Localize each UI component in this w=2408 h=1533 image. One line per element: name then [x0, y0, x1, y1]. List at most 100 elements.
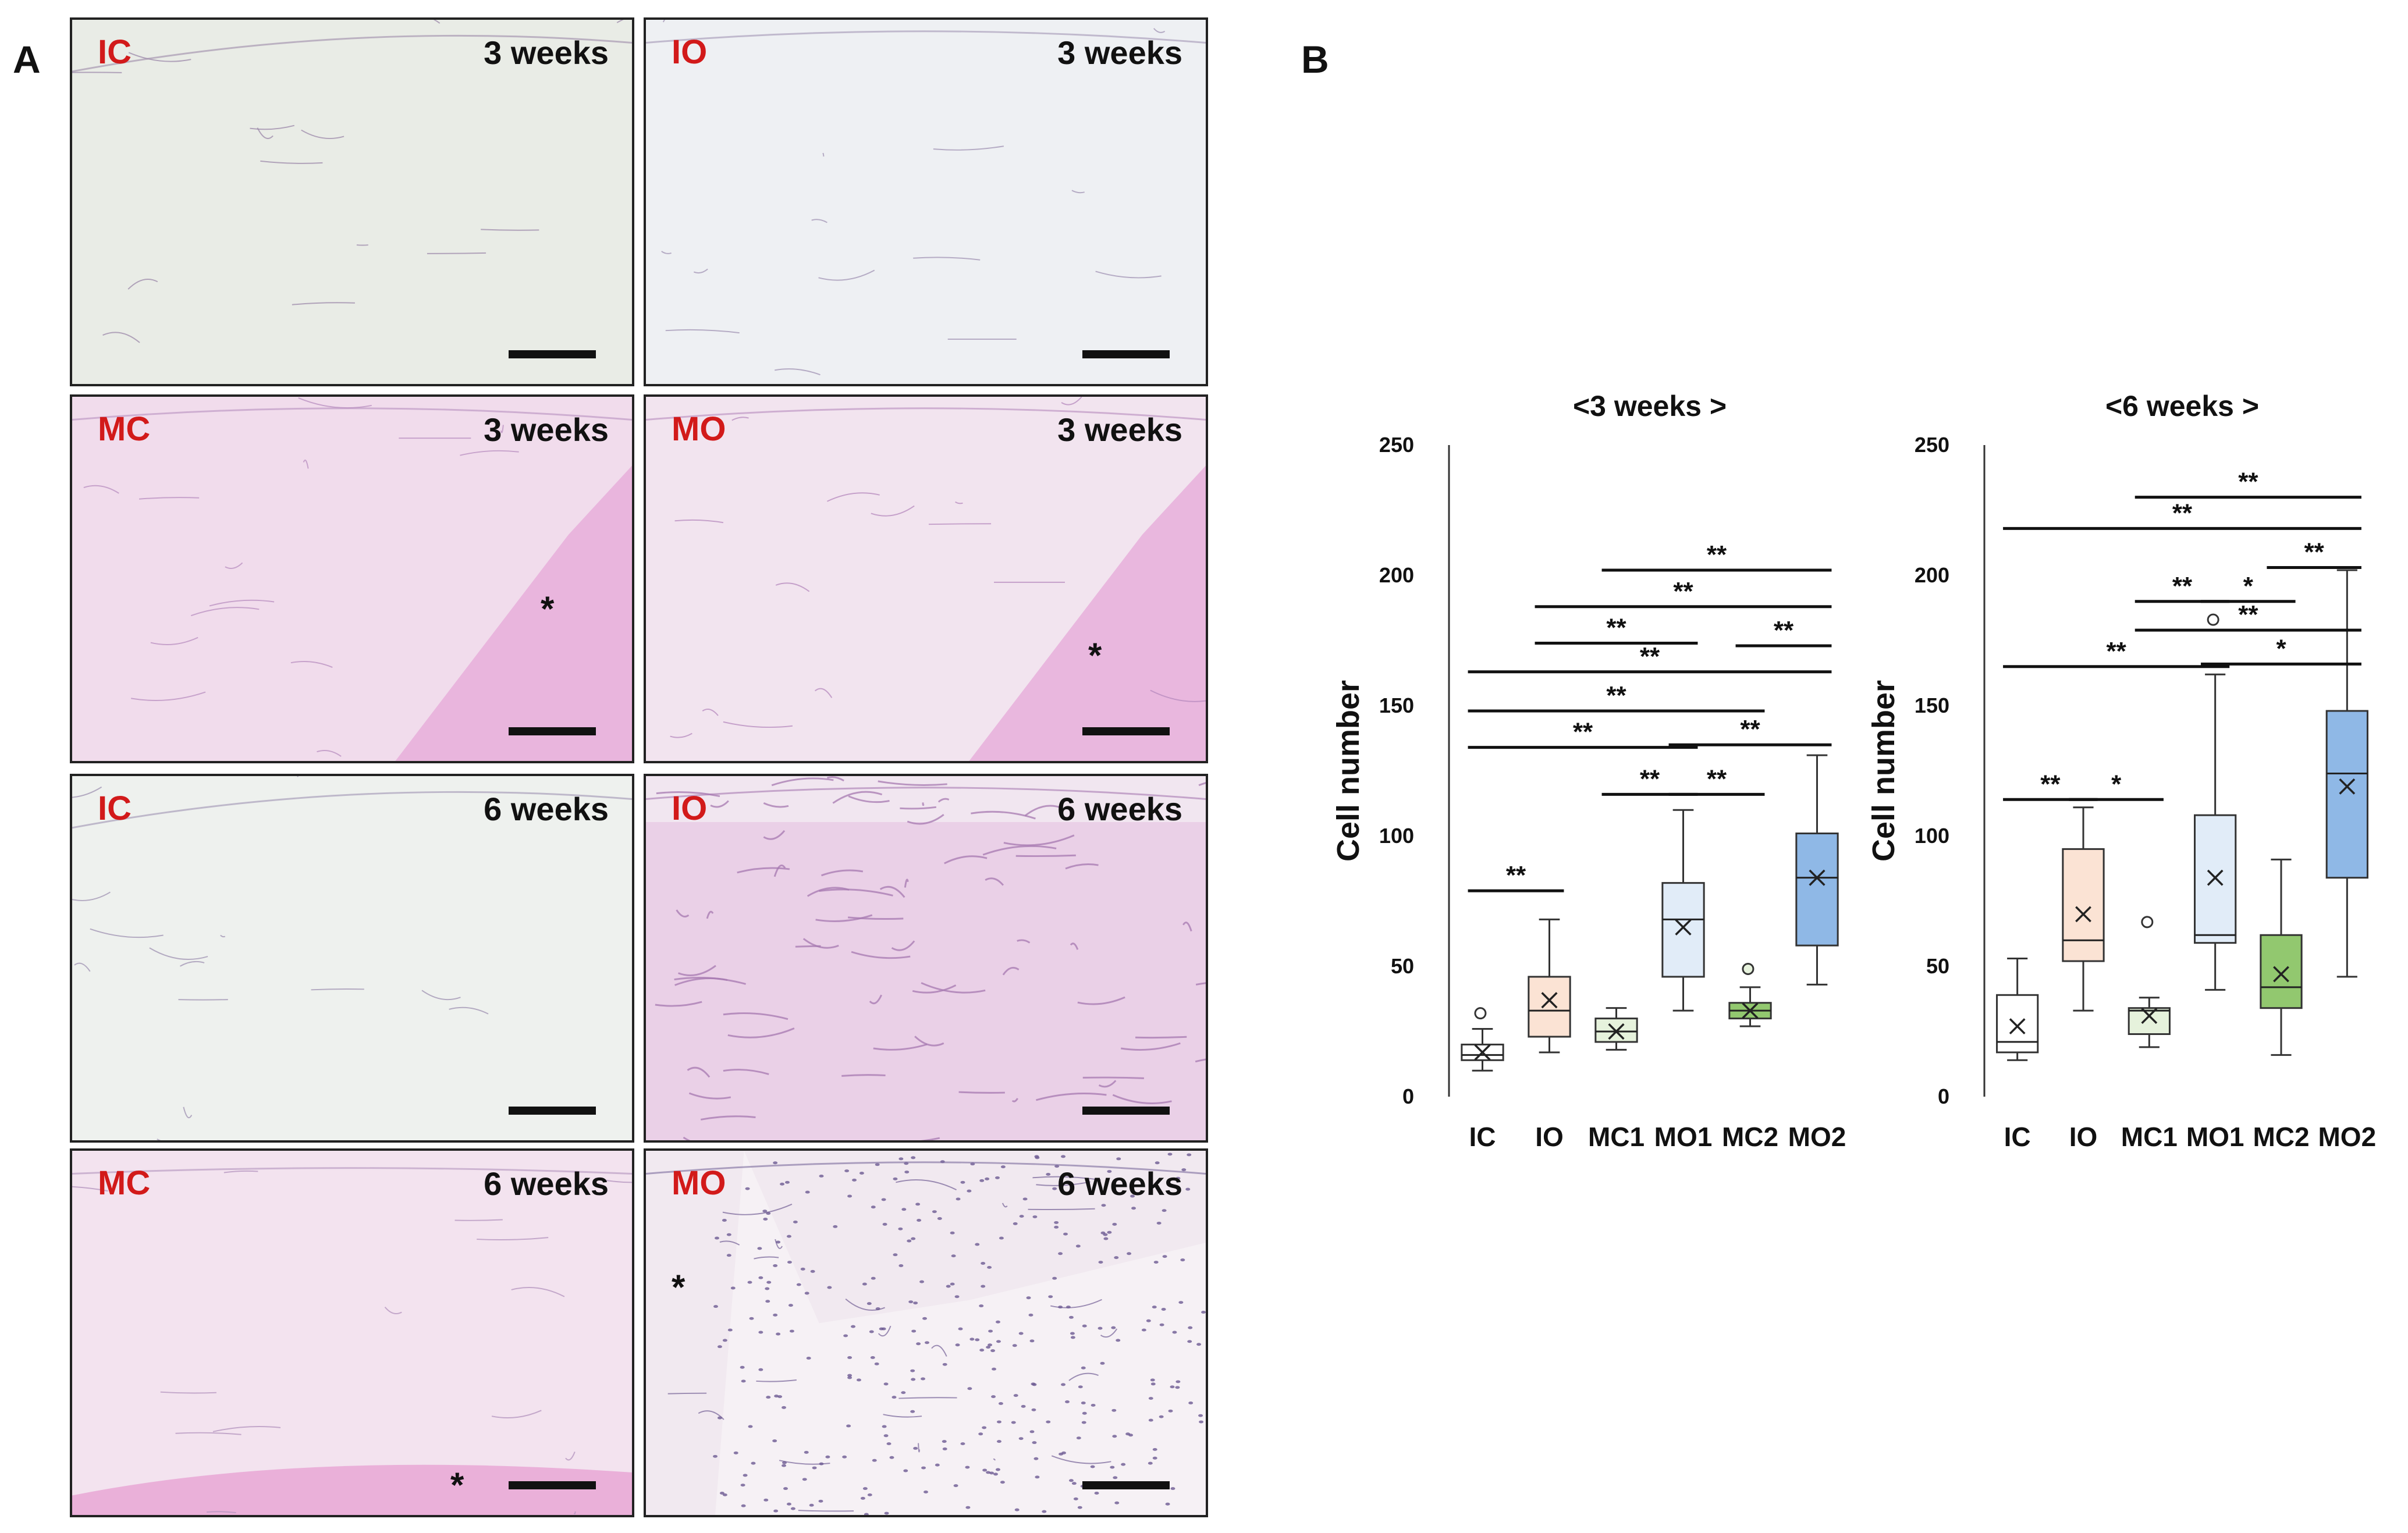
x-tick-label: MO2 — [2318, 1122, 2376, 1152]
tissue-texture — [72, 397, 632, 761]
micrograph-mo-6-weeks: MO 6 weeks * — [644, 1148, 1208, 1517]
box-io — [2062, 806, 2105, 1012]
box-plot-figure: <3 weeks > Cell number 0 50 100 150 200 250 IC IO… — [1331, 390, 2376, 1152]
significance-label: ** — [2040, 770, 2061, 798]
y-tick-label: 50 — [1391, 954, 1414, 978]
box-mo1 — [1661, 809, 1705, 1012]
group-label: IC — [98, 789, 132, 827]
box-mc1 — [1594, 1007, 1638, 1051]
significance-label: ** — [1774, 616, 1794, 645]
x-tick-label: MC2 — [1722, 1122, 1778, 1152]
panel-a-letter: A — [13, 38, 41, 81]
box-mc2 — [1728, 962, 1772, 1027]
tissue-texture — [72, 1167, 632, 1515]
tissue-texture — [72, 776, 632, 1140]
significance-label: ** — [1740, 715, 1760, 744]
significance-bracket: ** — [2134, 572, 2230, 603]
significance-bracket: ** — [2003, 499, 2361, 530]
x-tick-label: IO — [2069, 1122, 2098, 1152]
box-ic — [1996, 958, 2039, 1061]
significance-label: ** — [1707, 764, 1727, 793]
x-tick-label: IC — [2004, 1122, 2031, 1152]
timepoint-label: 3 weeks — [484, 411, 609, 448]
box-body — [1795, 833, 1839, 947]
x-tick-label: MC1 — [1588, 1122, 1645, 1152]
mean-marker — [1541, 992, 1558, 1009]
x-tick-label: IC — [1469, 1122, 1496, 1152]
mean-marker — [2339, 778, 2356, 795]
box-body — [2062, 848, 2105, 962]
group-label: IO — [672, 789, 708, 827]
box-body — [1996, 994, 2039, 1054]
timepoint-label: 6 weeks — [484, 791, 609, 827]
asterisk-marker: * — [1088, 636, 1102, 675]
x-tick-label: MO2 — [1788, 1122, 1846, 1152]
y-tick-label: 200 — [1915, 563, 1949, 587]
asterisk-marker: * — [541, 589, 555, 628]
significance-bracket: ** — [1601, 540, 1832, 572]
y-axis-label: Cell number — [1866, 680, 1901, 862]
significance-bracket: ** — [1535, 577, 1832, 609]
significance-bracket: ** — [1468, 861, 1564, 892]
group-label: MC — [98, 1164, 151, 1202]
significance-bracket: ** — [1535, 613, 1698, 645]
y-tick-label: 100 — [1379, 824, 1414, 848]
scale-bar — [1082, 727, 1170, 735]
mean-marker — [1809, 869, 1825, 886]
significance-label: ** — [1707, 540, 1727, 569]
significance-label: * — [2243, 572, 2254, 600]
box-body — [2260, 934, 2303, 1009]
scale-bar — [1082, 1107, 1170, 1115]
y-tick-label: 250 — [1915, 433, 1949, 457]
mean-marker — [1608, 1023, 1625, 1040]
box-body — [1528, 976, 1571, 1038]
mean-marker — [2009, 1018, 2026, 1034]
scale-bar — [509, 727, 596, 735]
box-mo2 — [2325, 569, 2368, 978]
outlier-point — [1474, 1007, 1487, 1020]
box-ic — [1461, 1007, 1504, 1072]
significance-label: ** — [1573, 718, 1593, 746]
mean-marker — [1742, 1002, 1759, 1019]
significance-bracket: ** — [1668, 715, 1832, 746]
x-tick-label: MO1 — [1654, 1122, 1713, 1152]
micrograph-io-3-weeks: IO 3 weeks — [644, 17, 1208, 386]
micrograph-mc-3-weeks: MC 3 weeks * — [70, 394, 634, 763]
significance-label: ** — [2172, 572, 2193, 600]
tissue-texture — [646, 397, 1206, 761]
scale-bar — [509, 350, 596, 358]
group-label: MC — [98, 410, 151, 448]
significance-bracket: ** — [1468, 642, 1832, 674]
group-label: MO — [672, 410, 726, 448]
y-tick-label: 150 — [1379, 693, 1414, 717]
significance-bracket: ** — [1468, 681, 1765, 713]
significance-label: ** — [1673, 577, 1693, 606]
significance-label: ** — [1606, 613, 1626, 642]
micrograph-io-6-weeks: IO 6 weeks — [644, 774, 1208, 1143]
significance-label: ** — [1640, 764, 1660, 793]
significance-label: ** — [1606, 681, 1626, 710]
significance-bracket: * — [2201, 634, 2361, 666]
significance-bracket: * — [2201, 572, 2296, 603]
y-tick-label: 200 — [1379, 563, 1414, 587]
y-tick-label: 250 — [1379, 433, 1414, 457]
x-tick-label: MC2 — [2253, 1122, 2309, 1152]
box-plot-6-weeks: <6 weeks > Cell number 0 50 100 150 200 250 IC IO… — [1866, 390, 2376, 1152]
timepoint-label: 3 weeks — [1057, 411, 1182, 448]
outlier-point — [1742, 962, 1754, 975]
box-mo2 — [1795, 754, 1839, 986]
chart-title: <3 weeks > — [1573, 390, 1727, 422]
significance-bracket: ** — [1601, 764, 1698, 796]
timepoint-label: 6 weeks — [1057, 791, 1182, 827]
box-mc2 — [2260, 858, 2303, 1056]
significance-bracket: ** — [2003, 637, 2230, 668]
mean-marker — [1474, 1044, 1491, 1061]
significance-label: ** — [2238, 600, 2258, 629]
significance-label: ** — [2107, 637, 2127, 666]
group-label: MO — [672, 1164, 726, 1202]
y-tick-label: 0 — [1938, 1084, 1949, 1108]
box-body — [1661, 882, 1705, 978]
tissue-texture — [72, 20, 632, 343]
significance-label: ** — [2304, 538, 2325, 567]
significance-label: * — [2111, 770, 2122, 798]
